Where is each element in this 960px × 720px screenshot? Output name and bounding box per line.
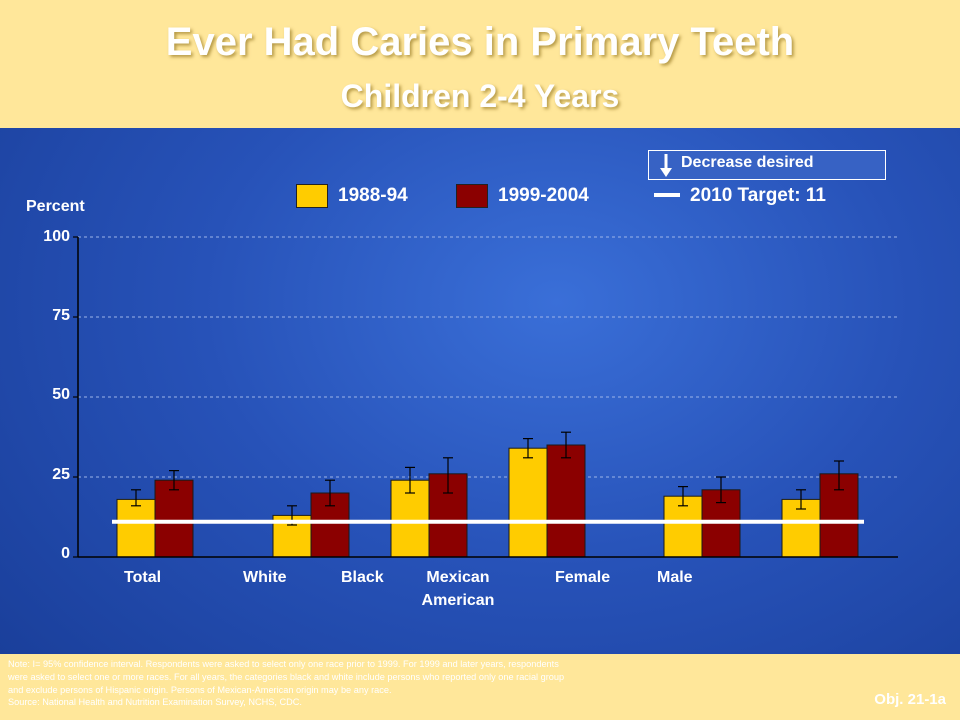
y-tick-label: 25 [52,466,70,483]
legend-label-target: 2010 Target: 11 [690,185,826,206]
footnote-line: were asked to select one or more races. … [8,671,565,682]
y-tick-label: 100 [43,228,70,245]
title-banner: Ever Had Caries in Primary Teeth Childre… [0,0,960,128]
source-line: Source: National Health and Nutrition Ex… [8,697,302,708]
legend-target-line [654,193,680,197]
x-tick-label: Male [657,569,693,586]
footnote-line: and exclude persons of Hispanic origin. … [8,684,392,695]
gridlines [78,236,898,478]
legend-swatch-1999-2004 [456,184,488,208]
y-tick-label: 75 [52,307,70,324]
x-tick-label: Mexican American [421,569,495,609]
y-axis-label: Percent [26,198,85,215]
axes [73,236,898,558]
y-tick-label: 0 [61,545,70,562]
decrease-desired-indicator: Decrease desired [648,150,886,180]
legend-label-1988-94: 1988-94 [338,185,408,206]
chart-subtitle: Children 2-4 Years [340,78,620,114]
footer-banner: Note: I= 95% confidence interval. Respon… [0,654,960,720]
bar [546,444,586,558]
bar [116,498,156,558]
x-tick-label: Black [341,569,384,586]
footnote-line: Note: I= 95% confidence interval. Respon… [8,659,559,669]
x-tick-label: Female [555,569,611,586]
bar [663,495,703,558]
bar [154,479,194,558]
x-tick-label: White [243,569,287,586]
legend-label-1999-2004: 1999-2004 [498,185,589,206]
bars [116,444,859,558]
chart-title: Ever Had Caries in Primary Teeth [165,20,795,64]
x-tick-label: Total [124,569,162,586]
decrease-desired-label: Decrease desired [681,154,814,171]
bar [508,447,548,558]
footnote: Note: I= 95% confidence interval. Respon… [8,658,808,709]
y-tick-label: 50 [52,386,70,403]
objective-label: Obj. 21-1a [874,691,946,708]
legend-swatch-1988-94 [296,184,328,208]
down-arrow-icon [660,154,672,177]
